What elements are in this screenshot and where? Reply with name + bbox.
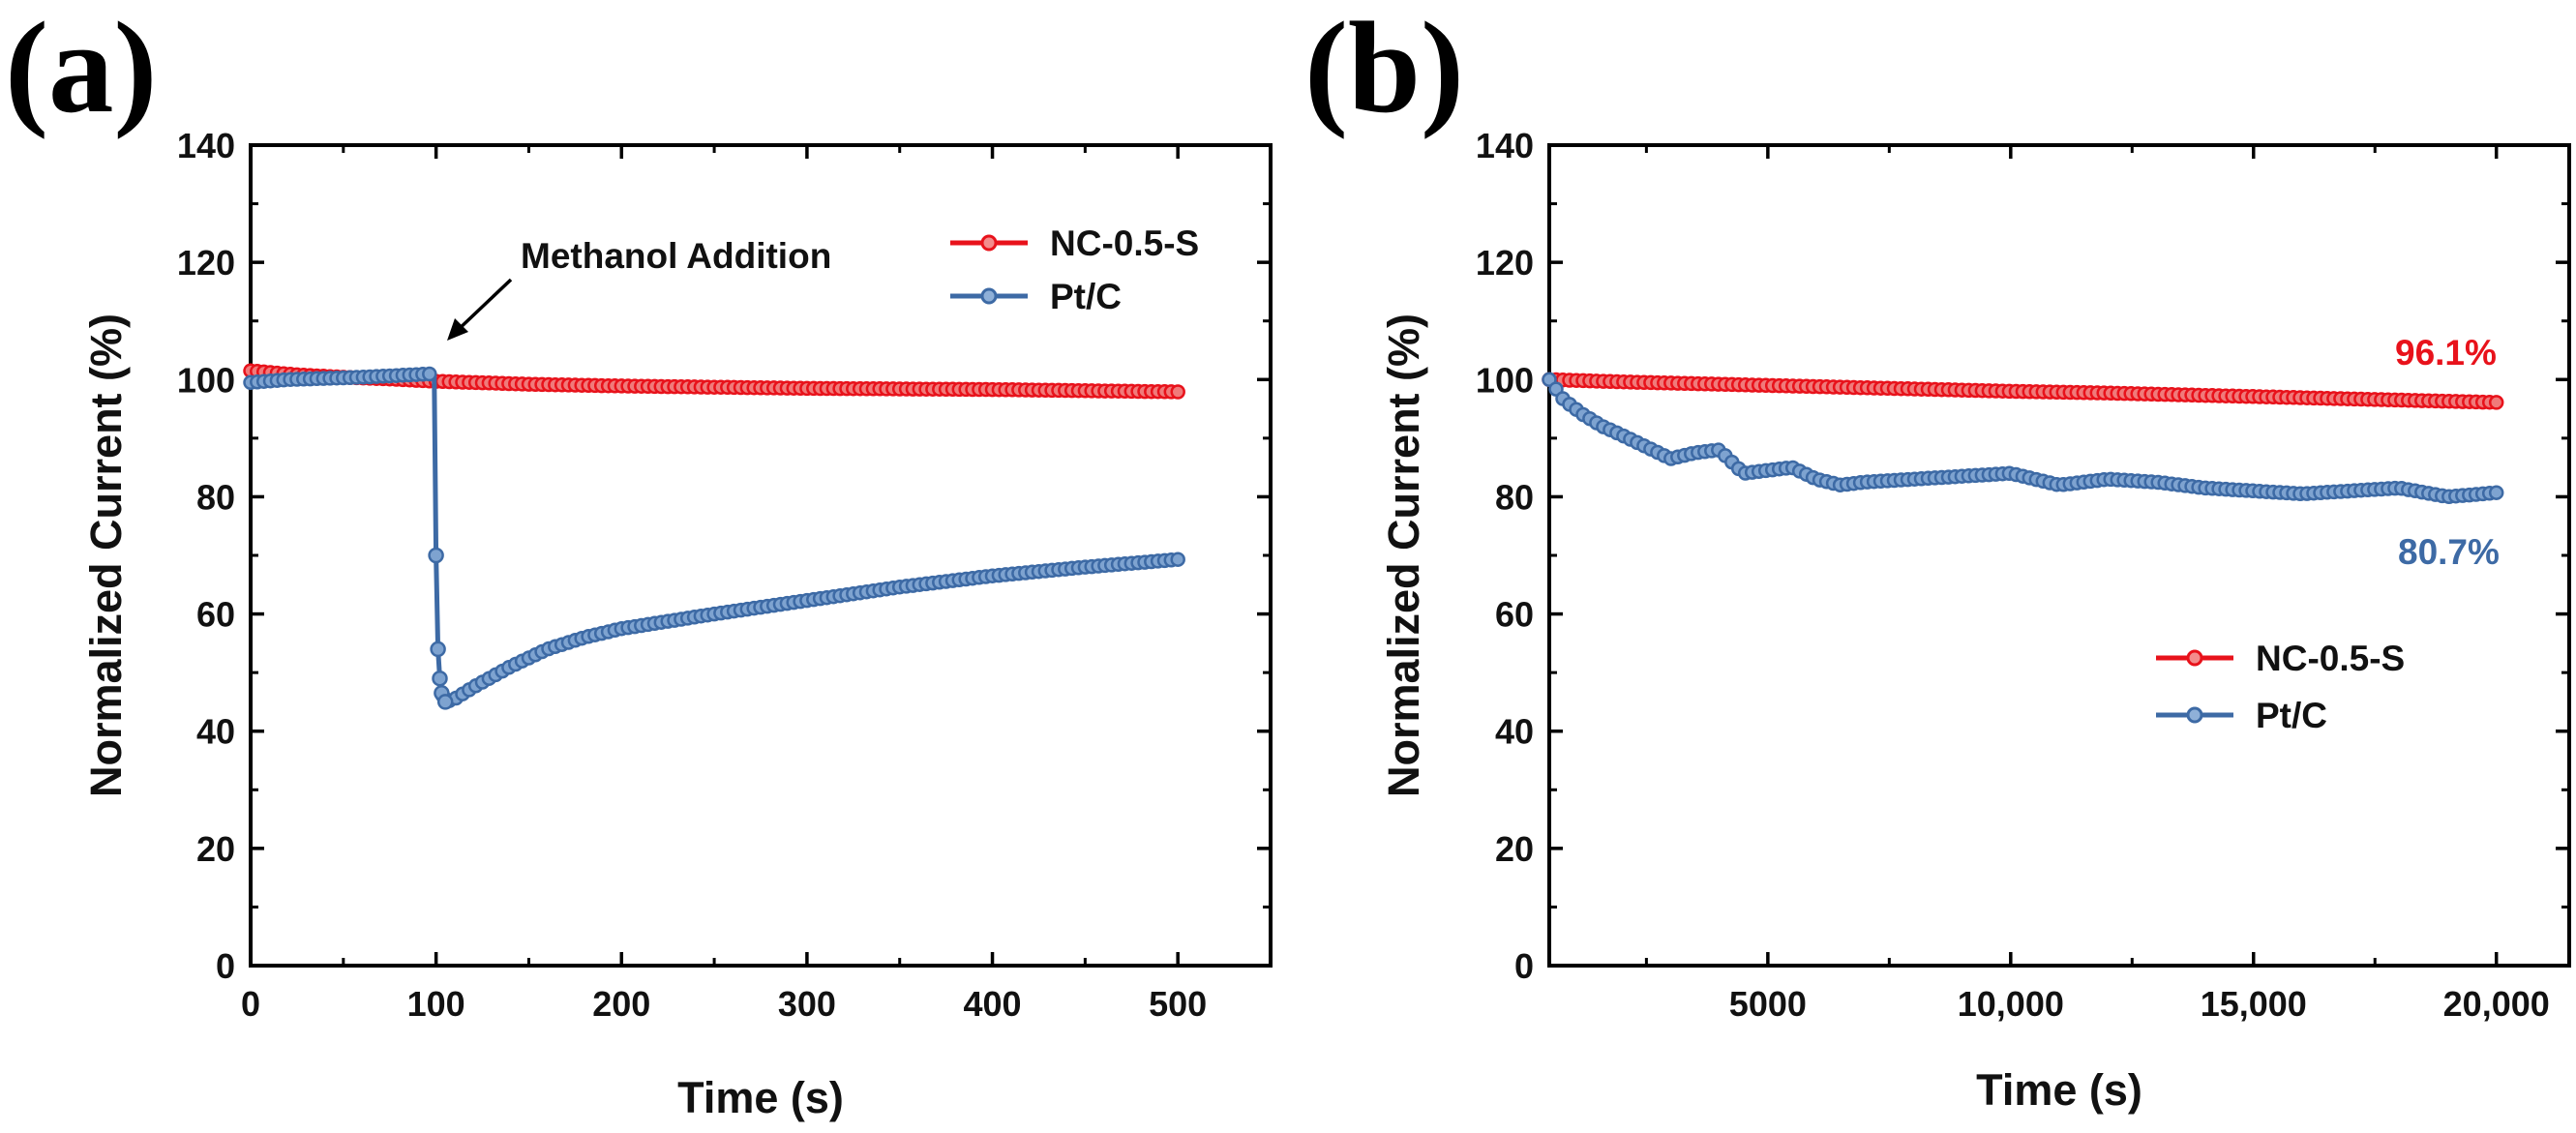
y-tick-label: 60 [1495, 595, 1534, 635]
x-tick-label: 400 [964, 984, 1022, 1024]
series-b [1542, 372, 2504, 505]
series-point-nc [2488, 395, 2504, 410]
y-axis-label-a: Normalized Current (%) [81, 313, 131, 797]
y-axis-label-b: Normalized Current (%) [1379, 313, 1428, 797]
methanol-addition-annotation: Methanol Addition [521, 236, 831, 276]
x-tick-label: 20,000 [2443, 984, 2550, 1024]
x-tick-label: 200 [592, 984, 650, 1024]
series-point-ptc-drop [436, 694, 454, 710]
y-tick-label: 140 [177, 126, 235, 165]
annotation-arrow [447, 278, 513, 341]
y-tick-label: 40 [1495, 712, 1534, 752]
y-tick-label: 0 [1514, 946, 1534, 986]
end-label-ptc: 80.7% [2398, 532, 2500, 572]
y-tick-label: 100 [1476, 360, 1534, 400]
x-tick-label: 15,000 [2201, 984, 2307, 1024]
legend-a-nc-label: NC-0.5-S [1050, 224, 1199, 263]
series-point-ptc [422, 366, 437, 382]
panel-b: (b) 0 20 40 60 80 100 120 140 5000 10,000 15,000 20… [1304, 0, 2571, 1115]
legend-a-ptc-label: Pt/C [1050, 277, 1122, 316]
x-tick-label: 300 [778, 984, 836, 1024]
series-point-nc [1170, 384, 1185, 400]
series-point-ptc-drop [432, 670, 448, 687]
legend-a: NC-0.5-S Pt/C [950, 224, 1199, 316]
legend-b-ptc-entry: Pt/C [2156, 696, 2327, 735]
series-line-ptc [250, 371, 1179, 704]
legend-b-ptc-label: Pt/C [2256, 696, 2327, 735]
y-tick-label: 80 [1495, 477, 1534, 517]
series-point-ptc [2488, 485, 2504, 500]
series-a [243, 363, 1185, 710]
y-tick-label: 20 [196, 829, 235, 869]
y-tick-label: 120 [177, 243, 235, 283]
y-tick-label: 140 [1476, 126, 1534, 165]
panel-label-b: (b) [1304, 0, 1464, 140]
series-point-ptc [1170, 552, 1185, 567]
x-axis-label-a: Time (s) [677, 1073, 844, 1122]
legend-b: NC-0.5-S Pt/C [2156, 639, 2405, 735]
x-axis-label-b: Time (s) [1976, 1065, 2142, 1115]
y-tick-label: 80 [196, 477, 235, 517]
end-label-nc: 96.1% [2395, 333, 2497, 373]
y-tick-label: 0 [216, 946, 235, 986]
y-tick-label: 40 [196, 712, 235, 752]
legend-b-nc-label: NC-0.5-S [2256, 639, 2405, 678]
ticks-b: 0 20 40 60 80 100 120 140 5000 10,000 15,000 20,000 [1476, 126, 2569, 1024]
y-tick-label: 20 [1495, 829, 1534, 869]
series-point-ptc-drop [428, 547, 444, 564]
ticks-a: 0 20 40 60 80 100 120 140 0 100 200 300 400 500 [177, 126, 1271, 1024]
panel-a: (a) 0 20 40 60 80 100 120 140 0 100 200 300 400 500 T… [5, 0, 1273, 1122]
panel-label-a: (a) [5, 0, 157, 140]
y-tick-label: 100 [177, 360, 235, 400]
y-tick-label: 120 [1476, 243, 1534, 283]
x-tick-label: 500 [1149, 984, 1207, 1024]
x-tick-label: 0 [241, 984, 260, 1024]
x-tick-label: 5000 [1729, 984, 1807, 1024]
y-tick-label: 60 [196, 595, 235, 635]
legend-a-nc-entry: NC-0.5-S [950, 224, 1199, 263]
legend-b-nc-entry: NC-0.5-S [2156, 639, 2405, 678]
series-point-ptc-drop [430, 641, 446, 658]
x-tick-label: 100 [407, 984, 465, 1024]
legend-a-ptc-entry: Pt/C [950, 277, 1122, 316]
x-tick-label: 10,000 [1958, 984, 2064, 1024]
